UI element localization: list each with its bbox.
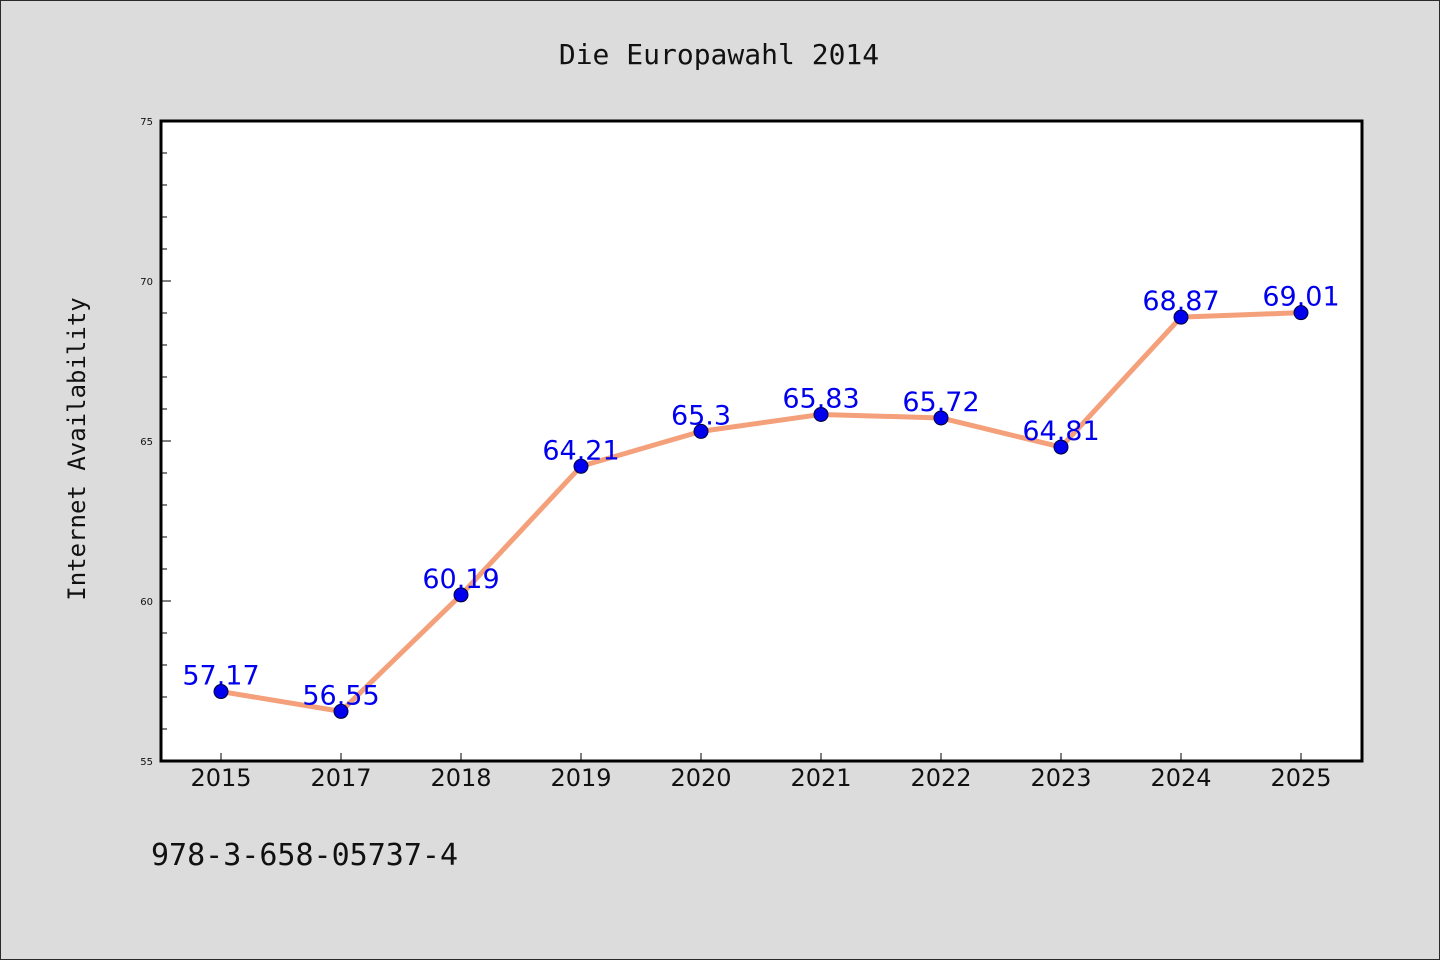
y-axis-ticks: 55 60 65 70 75 — [140, 117, 153, 768]
data-point-marker — [1293, 305, 1309, 321]
x-tick-label: 2025 — [1270, 764, 1331, 792]
data-point-marker — [693, 423, 709, 439]
data-labels-layer: 57.17 56.55 60.19 64.21 65.3 65.83 65.72 64.81 6… — [182, 282, 1339, 712]
x-axis-ticks: 2015 2017 2018 2019 2020 2021 2022 2023 2024 2025 — [190, 753, 1332, 792]
isbn-footer-text: 978-3-658-05737-4 — [151, 838, 458, 873]
x-tick-label: 2020 — [670, 764, 731, 792]
data-label: 64.81 — [1022, 416, 1099, 447]
y-tick-label: 55 — [140, 757, 153, 768]
data-label: 56.55 — [302, 680, 379, 711]
data-label: 60.19 — [422, 564, 499, 595]
y-tick-label: 75 — [140, 117, 153, 128]
x-tick-label: 2024 — [1150, 764, 1211, 792]
data-point-marker — [453, 587, 469, 603]
chart-title: Die Europawahl 2014 — [559, 38, 879, 71]
data-point-marker — [333, 703, 349, 719]
x-tick-label: 2021 — [790, 764, 851, 792]
data-label: 69.01 — [1262, 282, 1339, 313]
plot-background — [159, 119, 1364, 763]
data-label: 65.72 — [902, 387, 979, 418]
y-tick-label: 60 — [140, 597, 153, 608]
data-label: 68.87 — [1142, 286, 1219, 317]
x-tick-label: 2017 — [310, 764, 371, 792]
series-line-layer — [218, 310, 1304, 714]
x-tick-label: 2022 — [910, 764, 971, 792]
plot-area — [159, 119, 1364, 763]
data-point-marker — [1173, 309, 1189, 325]
x-tick-label: 2015 — [190, 764, 251, 792]
data-point-marker — [1053, 439, 1069, 455]
data-label: 64.21 — [542, 435, 619, 466]
y-axis-label: Internet Availability — [63, 297, 91, 600]
data-point-marker — [933, 410, 949, 426]
y-minor-ticks — [161, 120, 171, 762]
data-point-marker — [573, 458, 589, 474]
y-tick-label: 70 — [140, 277, 153, 288]
data-points-layer — [213, 305, 1309, 719]
data-label: 57.17 — [182, 661, 259, 692]
x-tick-label: 2023 — [1030, 764, 1091, 792]
data-label: 65.3 — [671, 400, 731, 431]
series-line — [218, 310, 1304, 714]
data-label: 65.83 — [782, 383, 859, 414]
data-point-marker — [813, 406, 829, 422]
x-tick-label: 2019 — [550, 764, 611, 792]
y-tick-label: 65 — [140, 437, 153, 448]
x-tick-label: 2018 — [430, 764, 491, 792]
data-point-marker — [213, 684, 229, 700]
